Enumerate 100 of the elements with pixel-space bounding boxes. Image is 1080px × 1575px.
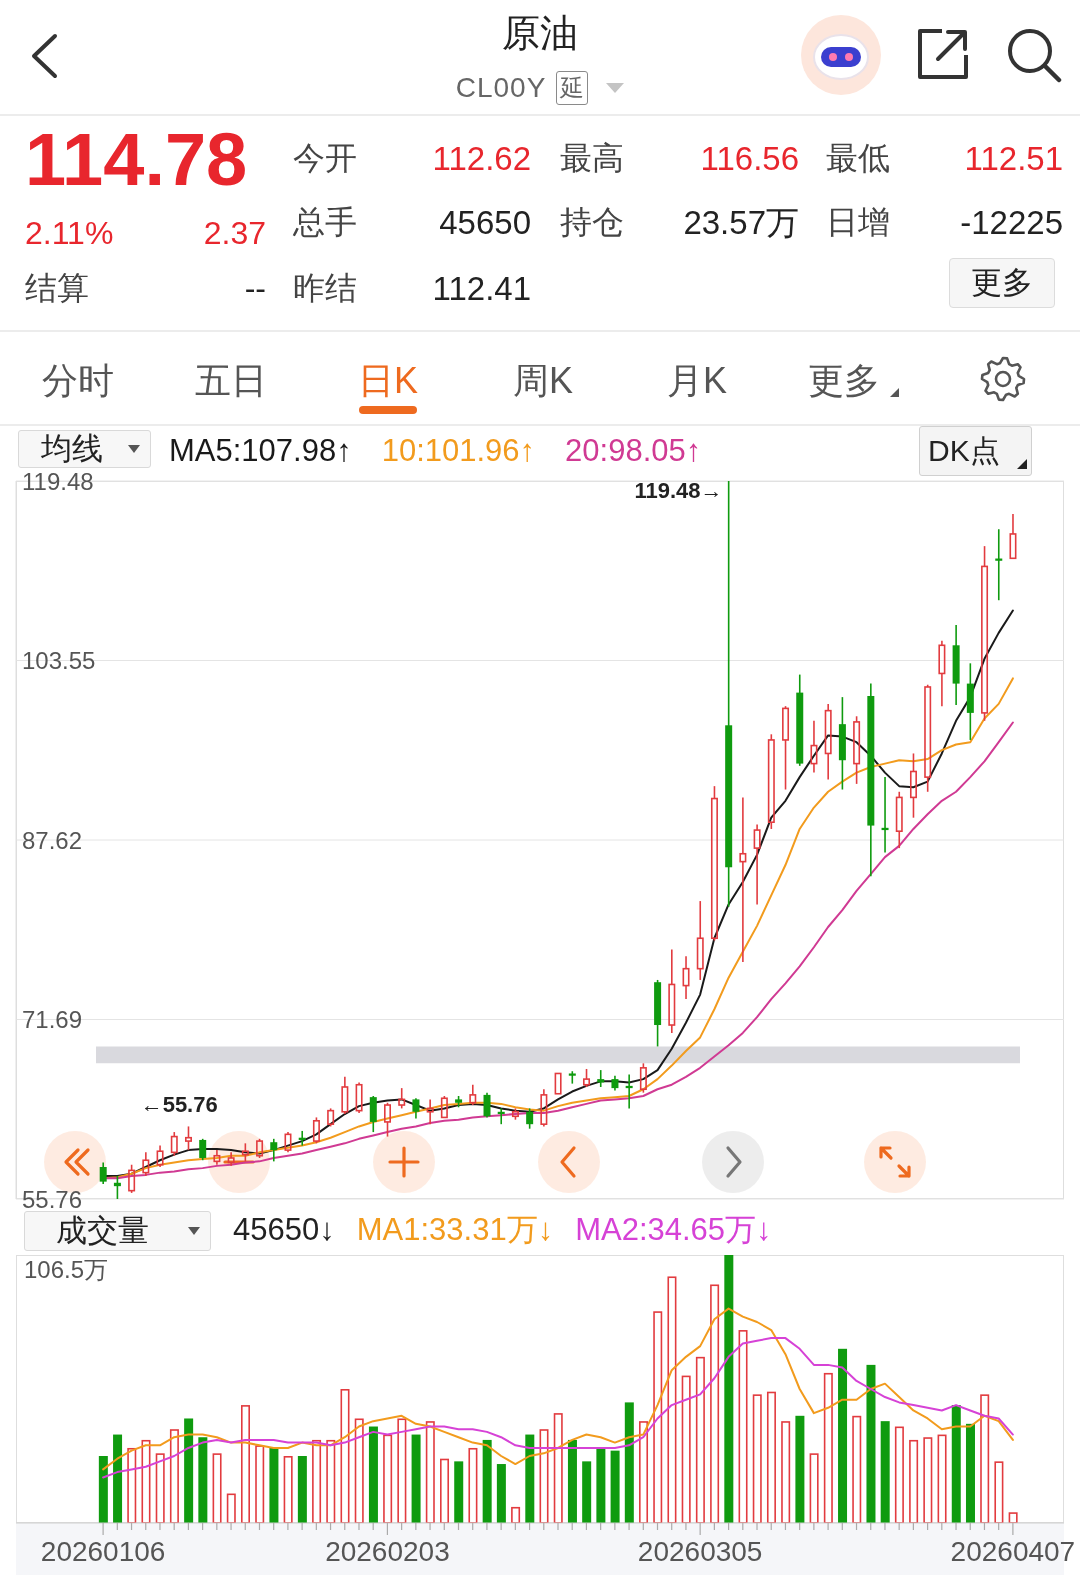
bar xyxy=(113,1434,123,1523)
candlestick xyxy=(753,823,761,906)
y-tick-label: 87.62 xyxy=(22,826,83,854)
text: 45650 xyxy=(439,202,531,243)
text: 日K xyxy=(357,358,419,403)
candlestick xyxy=(554,1072,562,1095)
candlestick xyxy=(739,796,747,963)
text: 更多 xyxy=(808,358,880,403)
bar xyxy=(866,1364,876,1523)
bar xyxy=(710,1284,720,1523)
bar xyxy=(226,1493,236,1523)
bar xyxy=(809,1453,819,1523)
y-tick-label: 119.48 xyxy=(22,467,94,495)
text: 周K xyxy=(512,358,574,403)
bar xyxy=(496,1464,506,1523)
bar xyxy=(127,1447,137,1523)
bar xyxy=(340,1389,350,1523)
candlestick xyxy=(412,1097,420,1120)
bar xyxy=(624,1402,634,1523)
bar xyxy=(482,1439,492,1523)
bar xyxy=(738,1330,748,1523)
bar xyxy=(980,1394,990,1523)
bar xyxy=(440,1458,450,1523)
bar xyxy=(255,1445,265,1523)
candlestick xyxy=(909,752,917,819)
bar xyxy=(511,1506,521,1523)
candlestick xyxy=(99,1161,107,1185)
bar xyxy=(909,1439,919,1523)
text: 116.56 xyxy=(700,138,799,179)
bar xyxy=(965,1423,975,1523)
text: -12225 xyxy=(960,202,1063,243)
dropdown: 成交量 xyxy=(24,1211,211,1251)
bar xyxy=(653,1311,663,1523)
candlestick xyxy=(810,719,818,774)
text: CL00Y xyxy=(455,72,547,104)
annotation: ←55.76 xyxy=(140,1090,218,1119)
bar xyxy=(184,1418,194,1523)
bar xyxy=(553,1413,563,1523)
y-tick-label: 103.55 xyxy=(22,647,96,674)
y-tick-label: 55.76 xyxy=(22,1185,83,1213)
y-tick-label: 71.69 xyxy=(22,1006,83,1033)
candlestick xyxy=(483,1091,491,1119)
legend-title: 均线 xyxy=(41,431,103,467)
candlestick xyxy=(895,790,903,849)
bar xyxy=(269,1447,279,1523)
text: 分时 xyxy=(42,358,114,403)
x-tick-label: 20260305 xyxy=(637,1535,763,1567)
text: 五日 xyxy=(195,358,267,403)
text: 45650↓ xyxy=(233,1211,335,1248)
text: 最高 xyxy=(560,139,624,178)
text: 日增 xyxy=(826,203,890,242)
bar xyxy=(639,1421,649,1523)
bar xyxy=(354,1418,364,1523)
text: 23.57万 xyxy=(683,202,799,243)
text: 2.37 xyxy=(203,214,266,253)
candlestick xyxy=(355,1081,363,1114)
candlestick xyxy=(696,900,704,981)
bar xyxy=(894,1426,904,1523)
bar xyxy=(297,1456,307,1523)
text: -- xyxy=(244,269,266,308)
bar xyxy=(582,1461,592,1523)
candlestick xyxy=(668,948,676,1034)
tag: 延 xyxy=(556,71,589,105)
text: 最低 xyxy=(826,139,890,178)
bar xyxy=(667,1276,677,1523)
text: 持仓 xyxy=(560,203,624,242)
text: 114.78 xyxy=(25,117,248,203)
bar xyxy=(312,1439,322,1523)
bar xyxy=(539,1429,549,1523)
bar xyxy=(283,1456,293,1523)
bar xyxy=(425,1421,435,1523)
bar xyxy=(795,1415,805,1523)
dropdown: 均线 xyxy=(18,430,151,468)
bar xyxy=(212,1453,222,1523)
bar xyxy=(823,1372,833,1523)
candlestick xyxy=(682,955,690,1000)
annotation: 119.48→ xyxy=(634,476,723,505)
bar xyxy=(411,1434,421,1523)
candlestick xyxy=(170,1131,178,1157)
bar xyxy=(681,1375,691,1523)
bar xyxy=(596,1447,606,1523)
text: MA5:107.98↑ xyxy=(169,433,352,469)
text: 结算 xyxy=(25,269,89,308)
chart-title: 成交量 xyxy=(56,1212,149,1250)
candlestick xyxy=(227,1151,235,1167)
text: 20:98.05↑ xyxy=(565,433,702,469)
bar xyxy=(525,1434,535,1523)
bar xyxy=(454,1461,464,1523)
candlestick xyxy=(824,703,832,781)
bar xyxy=(1008,1512,1018,1523)
text: 昨结 xyxy=(293,269,357,308)
candlestick xyxy=(142,1151,150,1177)
bar xyxy=(781,1421,791,1523)
bar xyxy=(383,1434,393,1523)
bar xyxy=(724,1255,734,1523)
x-tick-label: 20260203 xyxy=(325,1535,450,1567)
bar xyxy=(838,1348,848,1523)
text: 原油 xyxy=(502,10,578,56)
candlestick xyxy=(1009,513,1017,560)
text: MA2:34.65万↓ xyxy=(575,1210,772,1249)
